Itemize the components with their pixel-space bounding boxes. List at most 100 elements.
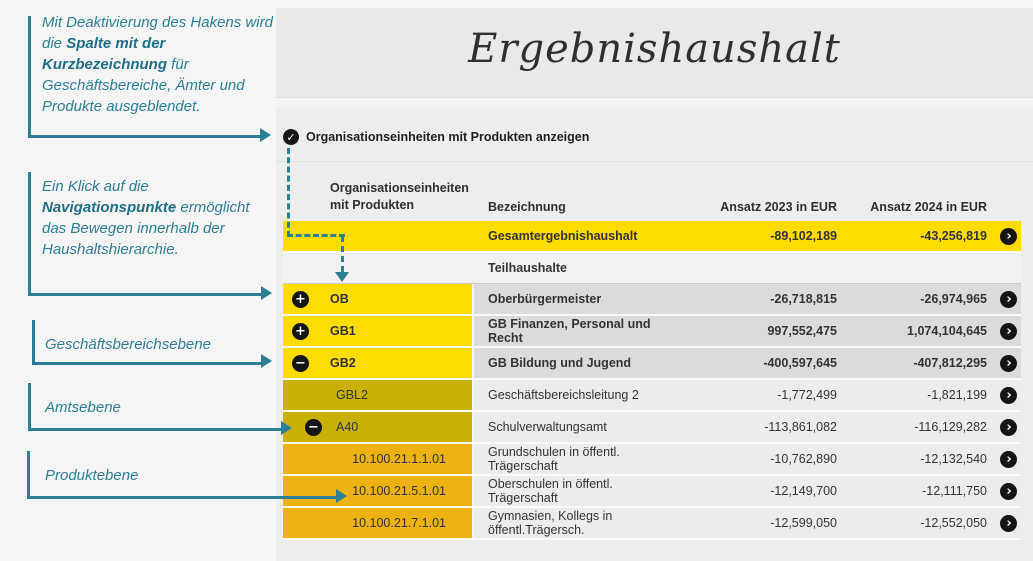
ansatz-2024-cell: -12,552,050 (920, 516, 987, 530)
org-code: 10.100.21.7.1.01 (352, 516, 446, 530)
navigate-arrow-icon[interactable]: › (1000, 386, 1017, 404)
annotation-connector (28, 172, 264, 296)
name-cell: Oberschulen in öffentl. Trägerschaft (488, 477, 613, 505)
checkbox-checked-icon[interactable]: ✓ (283, 129, 299, 145)
table-row: + GB1 GB Finanzen, Personal und Recht 997,5… (283, 316, 1021, 348)
name-cell: Geschäftsbereichsleitung 2 (488, 388, 639, 402)
plus-icon[interactable]: + (292, 322, 309, 340)
annotation-connector (28, 16, 263, 138)
budget-panel: Ergebnishaushalt ✓ Organisationseinheite… (276, 8, 1033, 561)
org-cell: 10.100.21.7.1.01 (283, 508, 474, 538)
arrow-cell: › (987, 444, 1021, 474)
arrowhead-right-icon (261, 354, 272, 368)
navigate-arrow-icon[interactable]: › (1000, 290, 1017, 308)
org-code: GB1 (330, 324, 356, 338)
budget-table-body: Gesamtergebnishaushalt -89,102,189 -43,256… (283, 221, 1021, 540)
ansatz-2023-cell: -89,102,189 (770, 229, 837, 243)
ansatz-2023-cell: -400,597,645 (763, 356, 837, 370)
org-code: 10.100.21.5.1.01 (352, 484, 446, 498)
budget-table: Organisationseinheiten mit Produkten Bez… (283, 170, 1021, 540)
arrow-cell: › (987, 380, 1021, 410)
ansatz-2024-cell: -1,821,199 (927, 388, 987, 402)
dashed-connector (341, 236, 344, 272)
ansatz-2024-cell: 1,074,104,645 (907, 324, 987, 338)
page-title: Ergebnishaushalt (468, 26, 841, 72)
arrowhead-down-icon (335, 272, 349, 282)
minus-icon[interactable]: − (305, 418, 322, 436)
arrow-cell: › (987, 221, 1021, 251)
org-cell: − GB2 (283, 348, 474, 378)
name-cell: Schulverwaltungsamt (488, 420, 607, 434)
table-row: + OB Oberbürgermeister -26,718,815 -26,974,9… (283, 284, 1021, 316)
arrow-cell (987, 253, 1021, 283)
name-cell: Gymnasien, Kollegs in öffentl.Trägersch. (488, 509, 613, 537)
arrow-cell: › (987, 316, 1021, 346)
table-row: 10.100.21.7.1.01 Gymnasien, Kollegs in öf… (283, 508, 1021, 540)
ansatz-2023-cell: -1,772,499 (777, 388, 837, 402)
table-row: 10.100.21.1.1.01 Grundschulen in öffentl.… (283, 444, 1021, 476)
org-cell: + OB (283, 284, 474, 314)
navigate-arrow-icon[interactable]: › (1000, 514, 1017, 532)
navigate-arrow-icon[interactable]: › (1000, 418, 1017, 436)
arrowhead-right-icon (281, 421, 292, 435)
label-produktebene: Produktebene (45, 467, 139, 484)
ansatz-2024-cell: -26,974,965 (920, 292, 987, 306)
name-cell: Grundschulen in öffentl. Trägerschaft (488, 445, 620, 473)
org-cell: GBL2 (283, 380, 474, 410)
org-cell: 10.100.21.5.1.01 (283, 476, 474, 506)
navigate-arrow-icon[interactable]: › (1000, 322, 1017, 340)
ansatz-2024-cell: -43,256,819 (920, 229, 987, 243)
ansatz-2024-cell: -407,812,295 (913, 356, 987, 370)
navigate-arrow-icon[interactable]: › (1000, 227, 1017, 245)
label-geschaeftsbereichsebene: Geschäftsbereichsebene (45, 336, 211, 353)
navigate-arrow-icon[interactable]: › (1000, 482, 1017, 500)
annotation-connector (28, 383, 284, 431)
annotation-connector (32, 320, 264, 365)
table-row: − GB2 GB Bildung und Jugend -400,597,645 -40… (283, 348, 1021, 380)
arrow-cell: › (987, 348, 1021, 378)
show-products-checkbox[interactable]: ✓ Organisationseinheiten mit Produkten a… (283, 129, 589, 145)
name-cell: Gesamtergebnishaushalt (488, 229, 638, 243)
table-row: Gesamtergebnishaushalt -89,102,189 -43,256… (283, 221, 1021, 253)
org-cell: 10.100.21.1.1.01 (283, 444, 474, 474)
header-bezeichnung: Bezeichnung (488, 200, 566, 214)
header-ansatz-2024: Ansatz 2024 in EUR (870, 200, 987, 214)
org-cell: + GB1 (283, 316, 474, 346)
minus-icon[interactable]: − (292, 354, 309, 372)
navigate-arrow-icon[interactable]: › (1000, 450, 1017, 468)
checkbox-label: Organisationseinheiten mit Produkten anz… (306, 130, 590, 144)
annotation-connector (27, 451, 339, 499)
org-code: GBL2 (336, 388, 368, 402)
org-code: GB2 (330, 356, 356, 370)
arrow-cell: › (987, 284, 1021, 314)
navigate-arrow-icon[interactable]: › (1000, 354, 1017, 372)
ansatz-2023-cell: -12,599,050 (770, 516, 837, 530)
name-cell: GB Bildung und Jugend (488, 356, 632, 370)
table-row: − A40 Schulverwaltungsamt -113,861,082 -116,… (283, 412, 1021, 444)
ansatz-2023-cell: -10,762,890 (770, 452, 837, 466)
annotation-navigation-note: Ein Klick auf die Navigationspunkte ermö… (42, 178, 250, 258)
table-row: 10.100.21.5.1.01 Oberschulen in öffentl. … (283, 476, 1021, 508)
arrow-cell: › (987, 412, 1021, 442)
table-header-row: Organisationseinheiten mit Produkten Bez… (283, 170, 1021, 221)
org-code: 10.100.21.1.1.01 (352, 452, 446, 466)
table-row: Teilhaushalte (283, 253, 1021, 284)
name-cell: Oberbürgermeister (488, 292, 602, 306)
org-code: A40 (336, 420, 359, 434)
org-cell (283, 253, 474, 283)
annotation-hide-column-note: Mit Deaktivierung des Hakens wird die Sp… (42, 14, 273, 115)
org-cell: − A40 (283, 412, 474, 442)
header-org-units: Organisationseinheiten mit Produkten (330, 181, 469, 212)
ansatz-2024-cell: -12,111,750 (922, 484, 987, 498)
ansatz-2024-cell: -116,129,282 (914, 420, 987, 434)
title-band-fade (276, 98, 1033, 112)
ansatz-2024-cell: -12,132,540 (920, 452, 987, 466)
dashed-connector (287, 148, 345, 237)
label-amtsebene: Amtsebene (45, 399, 121, 416)
plus-icon[interactable]: + (292, 290, 309, 308)
org-code: OB (330, 292, 349, 306)
ansatz-2023-cell: 997,552,475 (767, 324, 837, 338)
name-cell: Teilhaushalte (488, 261, 567, 275)
ansatz-2023-cell: -113,861,082 (764, 420, 837, 434)
separator-line (276, 161, 1033, 162)
